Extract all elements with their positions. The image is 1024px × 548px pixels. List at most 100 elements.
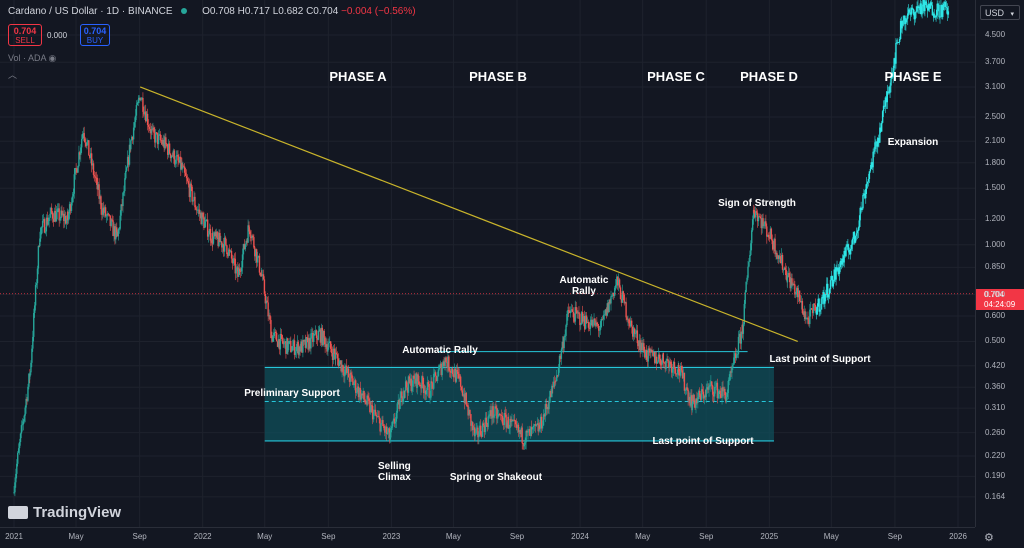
candle-body: [104, 207, 107, 217]
candle-body: [702, 391, 705, 399]
candle-body: [633, 328, 636, 334]
candle-body: [43, 219, 46, 233]
candle-body: [695, 398, 697, 408]
candle-body: [610, 296, 612, 304]
candle-body: [364, 399, 366, 402]
settings-icon[interactable]: ⚙: [984, 532, 994, 544]
candle-body: [798, 290, 801, 302]
candle-body: [90, 153, 93, 166]
price-chart[interactable]: PHASE A PHASE B PHASE C PHASE D PHASE E Expan…: [0, 0, 975, 527]
candle-body: [432, 383, 434, 389]
candle-body: [639, 340, 641, 351]
candle-body: [648, 348, 650, 350]
candle-body: [300, 341, 302, 352]
candle-body: [638, 340, 640, 347]
eye-icon[interactable]: ◉: [48, 53, 57, 63]
candle-body: [20, 425, 23, 434]
buy-price: 0.704: [83, 26, 107, 36]
candle-body: [191, 186, 193, 202]
candle-body: [133, 122, 136, 128]
candle-body: [935, 15, 937, 17]
candle-body: [82, 133, 84, 134]
candle-body: [767, 234, 769, 237]
candle-body: [147, 124, 150, 127]
currency-button[interactable]: USD ▾: [980, 5, 1020, 20]
candle-body: [448, 356, 450, 371]
price-tick-label: 0.190: [985, 471, 1006, 481]
candle-body: [623, 294, 625, 304]
candle-body: [248, 227, 250, 232]
candle-body: [850, 244, 853, 249]
candle-body: [571, 309, 574, 312]
symbol-title[interactable]: Cardano / US Dollar · 1D · BINANCE: [8, 6, 173, 17]
candle-body: [274, 331, 277, 333]
candle-body: [141, 97, 143, 100]
candle-body: [686, 387, 688, 390]
candle-body: [226, 245, 228, 255]
buy-button[interactable]: 0.704 BUY: [80, 24, 110, 46]
candle-body: [290, 340, 292, 353]
candle-body: [709, 384, 711, 387]
time-tick-label: 2026: [949, 532, 967, 541]
candle-body: [14, 482, 16, 493]
candle-body: [125, 170, 127, 179]
candle-body: [537, 423, 539, 432]
candle-body: [406, 387, 409, 393]
candle-body: [484, 417, 487, 432]
candle-body: [153, 127, 155, 133]
candle-body: [301, 341, 303, 353]
sell-button[interactable]: 0.704 SELL: [8, 24, 42, 46]
candle-body: [68, 204, 71, 214]
volume-legend[interactable]: Vol · ADA ◉: [8, 53, 56, 64]
candle-body: [269, 315, 271, 321]
candle-body: [267, 302, 269, 317]
price-axis[interactable]: USD ▾ 0.704 04:24:09 4.500 3.700 3.100 2.50…: [975, 0, 1024, 527]
tradingview-logo[interactable]: TradingView: [8, 504, 121, 521]
candle-body: [817, 298, 819, 307]
candle-body: [790, 278, 792, 289]
collapse-icon[interactable]: ︿: [8, 70, 18, 80]
candle-body: [792, 283, 794, 286]
candle-body: [371, 405, 374, 420]
candle-body: [758, 216, 761, 218]
time-tick-label: Sep: [887, 532, 903, 541]
candle-body: [763, 224, 765, 227]
candle-body: [393, 418, 396, 424]
candle-body: [17, 452, 19, 464]
candle-body: [891, 74, 893, 78]
candle-body: [905, 19, 907, 24]
candle-body: [430, 381, 432, 398]
candle-body: [888, 91, 890, 93]
candle-body: [703, 395, 706, 399]
candle-body: [531, 427, 534, 430]
candle-body: [423, 390, 426, 394]
candle-body: [898, 42, 900, 43]
candle-body: [682, 372, 685, 379]
candle-body: [389, 437, 391, 440]
candle-body: [476, 427, 478, 429]
candle-body: [656, 361, 659, 364]
candle-body: [494, 406, 496, 416]
candle-body: [466, 404, 468, 406]
candle-body: [221, 241, 223, 248]
candle-body: [870, 162, 872, 169]
candle-body: [782, 269, 785, 271]
candle-body: [234, 258, 236, 274]
time-axis[interactable]: 2021 May Sep 2022 May Sep 2023 May Sep 2024 May Sep…: [0, 527, 975, 548]
candle-body: [429, 397, 431, 399]
candle-body: [871, 162, 873, 168]
candle-body: [766, 226, 768, 237]
chart-area[interactable]: PHASE A PHASE B PHASE C PHASE D PHASE E Expan…: [0, 0, 975, 527]
candle-body: [238, 268, 240, 277]
candle-body: [880, 122, 883, 132]
candle-body: [437, 369, 440, 377]
candle-body: [700, 389, 703, 400]
candle-body: [749, 254, 751, 263]
candle-body: [592, 320, 594, 327]
candle-body: [450, 368, 453, 373]
candle-body: [61, 210, 63, 216]
candle-body: [597, 324, 599, 326]
candle-body: [607, 303, 609, 313]
candle-body: [892, 68, 894, 78]
candle-body: [556, 375, 558, 382]
